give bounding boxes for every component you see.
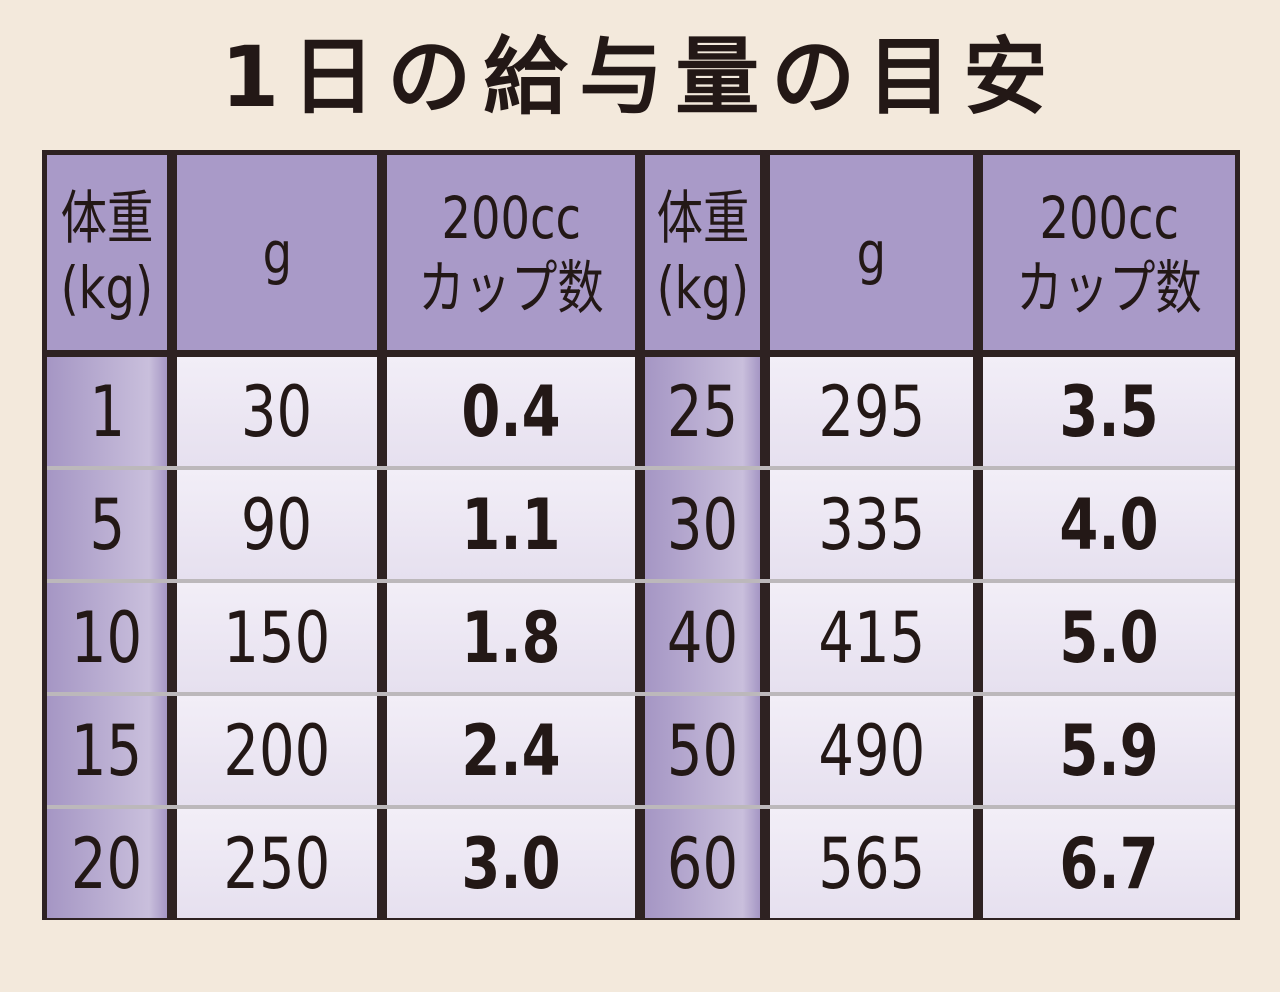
cell-text: 10 bbox=[71, 596, 143, 679]
cell-text: g bbox=[856, 218, 887, 287]
cell-text: 335 bbox=[818, 483, 925, 566]
cell-text: 15 bbox=[71, 709, 143, 792]
value-cell: 295 bbox=[770, 357, 973, 466]
cell-text: 1.1 bbox=[461, 483, 561, 566]
cell-text: 295 bbox=[818, 370, 925, 453]
cell-text: 3.5 bbox=[1059, 370, 1159, 453]
value-cell: 3.0 bbox=[387, 809, 635, 918]
weight-cell: 20 bbox=[47, 809, 167, 918]
value-cell: 3.5 bbox=[983, 357, 1235, 466]
value-cell: 1.8 bbox=[387, 583, 635, 692]
cell-text: g bbox=[262, 218, 292, 287]
value-cell: 5.0 bbox=[983, 583, 1235, 692]
weight-cell: 1 bbox=[47, 357, 167, 466]
cell-text: 2.4 bbox=[461, 709, 561, 792]
cell-text: 150 bbox=[223, 596, 331, 679]
cell-text: 0.4 bbox=[461, 370, 561, 453]
cell-text: 6.7 bbox=[1059, 822, 1159, 905]
weight-cell: 50 bbox=[645, 696, 760, 805]
header-cell: 200cc カップ数 bbox=[387, 155, 635, 350]
cell-text: 250 bbox=[223, 822, 331, 905]
cell-text: (kg) bbox=[656, 253, 749, 322]
row-separator bbox=[47, 466, 1235, 470]
header-cell: 200cc カップ数 bbox=[983, 155, 1235, 350]
value-cell: 415 bbox=[770, 583, 973, 692]
title: 1日の給与量の目安 bbox=[220, 28, 1060, 126]
cell-text: 5 bbox=[89, 483, 125, 566]
cell-text: 1 bbox=[89, 370, 125, 453]
weight-cell: 30 bbox=[645, 470, 760, 579]
header-cell: 体重 (kg) bbox=[645, 155, 760, 350]
weight-cell: 10 bbox=[47, 583, 167, 692]
cell-text: 体重 bbox=[60, 183, 154, 252]
weight-cell: 5 bbox=[47, 470, 167, 579]
value-cell: 30 bbox=[177, 357, 377, 466]
weight-cell: 15 bbox=[47, 696, 167, 805]
value-cell: 2.4 bbox=[387, 696, 635, 805]
weight-cell: 60 bbox=[645, 809, 760, 918]
cell-text: 20 bbox=[71, 822, 143, 905]
header-cell: g bbox=[770, 155, 973, 350]
cell-text: 体重 bbox=[656, 183, 749, 252]
value-cell: 150 bbox=[177, 583, 377, 692]
cell-text: 490 bbox=[818, 709, 925, 792]
header-cell: g bbox=[177, 155, 377, 350]
cell-text: 40 bbox=[666, 596, 739, 679]
cell-text: 1.8 bbox=[461, 596, 561, 679]
row-separator bbox=[47, 805, 1235, 809]
cell-text: 50 bbox=[666, 709, 739, 792]
cell-text: カップ数 bbox=[418, 253, 604, 322]
weight-cell: 40 bbox=[645, 583, 760, 692]
cell-text: 415 bbox=[818, 596, 925, 679]
value-cell: 335 bbox=[770, 470, 973, 579]
value-cell: 90 bbox=[177, 470, 377, 579]
cell-text: (kg) bbox=[60, 253, 154, 322]
cell-text: 60 bbox=[666, 822, 739, 905]
row-separator bbox=[47, 579, 1235, 583]
row-separator bbox=[47, 692, 1235, 696]
value-cell: 490 bbox=[770, 696, 973, 805]
weight-cell: 25 bbox=[645, 357, 760, 466]
value-cell: 0.4 bbox=[387, 357, 635, 466]
cell-text: 565 bbox=[818, 822, 925, 905]
value-cell: 1.1 bbox=[387, 470, 635, 579]
cell-text: 30 bbox=[666, 483, 739, 566]
value-cell: 5.9 bbox=[983, 696, 1235, 805]
cell-text: 200cc bbox=[441, 183, 581, 252]
cell-text: 5.9 bbox=[1059, 709, 1159, 792]
cell-text: 30 bbox=[241, 370, 313, 453]
cell-text: 4.0 bbox=[1059, 483, 1159, 566]
value-cell: 565 bbox=[770, 809, 973, 918]
table: 体重 (kg) g 200cc カップ数 体重 (kg) g 200cc カップ数 1 30 0.4 25… bbox=[42, 150, 1240, 920]
value-cell: 4.0 bbox=[983, 470, 1235, 579]
cell-text: 5.0 bbox=[1059, 596, 1159, 679]
cell-text: 200 bbox=[223, 709, 331, 792]
value-cell: 250 bbox=[177, 809, 377, 918]
cell-text: 200cc bbox=[1039, 183, 1179, 252]
cell-text: カップ数 bbox=[1016, 253, 1202, 322]
cell-text: 3.0 bbox=[461, 822, 561, 905]
header-cell: 体重 (kg) bbox=[47, 155, 167, 350]
cell-text: 90 bbox=[241, 483, 313, 566]
value-cell: 200 bbox=[177, 696, 377, 805]
value-cell: 6.7 bbox=[983, 809, 1235, 918]
cell-text: 25 bbox=[666, 370, 739, 453]
